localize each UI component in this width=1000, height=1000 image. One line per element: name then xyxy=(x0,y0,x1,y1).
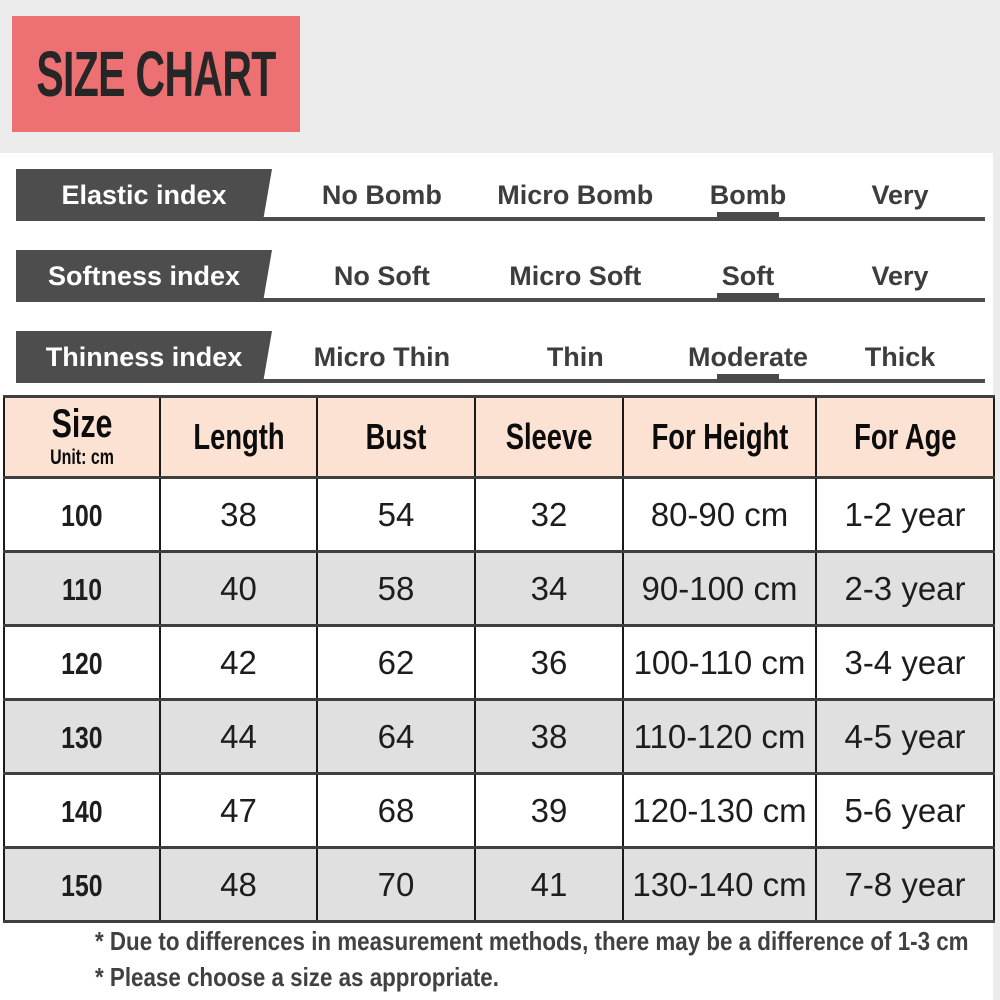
cell-length: 38 xyxy=(159,476,318,553)
header-bust-label: Bust xyxy=(365,416,427,457)
softness-option-soft-selected: Soft xyxy=(679,250,817,302)
table-row-100: 100 38 54 32 80-90 cm 1-2 year xyxy=(3,476,995,553)
cell-height: 120-130 cm xyxy=(622,772,817,849)
cell-sleeve: 34 xyxy=(474,550,624,627)
cell-age: 4-5 year xyxy=(815,698,995,775)
thinness-index-rule xyxy=(20,379,985,383)
thinness-option-moderate-label: Moderate xyxy=(688,341,809,372)
cell-length: 47 xyxy=(159,772,318,849)
size-chart-banner: SIZE CHART xyxy=(12,16,300,132)
softness-index-options: No Soft Micro Soft Soft Very xyxy=(292,250,983,302)
footnote-choose-size: * Please choose a size as appropriate. xyxy=(95,962,499,992)
thinness-option-micro-thin: Micro Thin xyxy=(313,341,451,372)
cell-size: 130 xyxy=(3,698,161,775)
cell-height: 100-110 cm xyxy=(622,624,817,701)
elastic-index-rule xyxy=(20,217,985,221)
cell-sleeve: 39 xyxy=(474,772,624,849)
cell-length: 40 xyxy=(159,550,318,627)
cell-length: 42 xyxy=(159,624,318,701)
header-for-height: For Height xyxy=(622,395,817,479)
cell-age: 7-8 year xyxy=(815,846,995,923)
cell-size: 150 xyxy=(3,846,161,923)
size-table-header-row: Size Unit: cm Length Bust Sleeve For Hei… xyxy=(3,395,995,479)
cell-length: 44 xyxy=(159,698,318,775)
softness-option-no-soft: No Soft xyxy=(333,260,430,291)
table-row-150: 150 48 70 41 130-140 cm 7-8 year xyxy=(3,846,995,923)
cell-bust: 62 xyxy=(316,624,476,701)
cell-size: 110 xyxy=(3,550,161,627)
softness-option-very: Very xyxy=(871,260,929,291)
footnote-measurement-difference: * Due to differences in measurement meth… xyxy=(95,926,969,956)
elastic-option-micro-bomb: Micro Bomb xyxy=(497,179,654,210)
header-sleeve-label: Sleeve xyxy=(505,416,593,457)
cell-size: 140 xyxy=(3,772,161,849)
page-title: SIZE CHART xyxy=(36,38,276,110)
softness-index-row: Softness index No Soft Micro Soft Soft V… xyxy=(0,250,993,302)
elastic-index-options: No Bomb Micro Bomb Bomb Very xyxy=(292,169,983,221)
softness-selected-underline xyxy=(717,293,780,302)
cell-sleeve: 32 xyxy=(474,476,624,553)
softness-index-rule xyxy=(20,298,985,302)
cell-bust: 70 xyxy=(316,846,476,923)
table-row-130: 130 44 64 38 110-120 cm 4-5 year xyxy=(3,698,995,775)
table-row-140: 140 47 68 39 120-130 cm 5-6 year xyxy=(3,772,995,849)
thinness-index-options: Micro Thin Thin Moderate Thick xyxy=(292,331,983,383)
cell-length: 48 xyxy=(159,846,318,923)
cell-age: 1-2 year xyxy=(815,476,995,553)
cell-age: 3-4 year xyxy=(815,624,995,701)
header-size: Size Unit: cm xyxy=(3,395,161,479)
cell-sleeve: 41 xyxy=(474,846,624,923)
thinness-index-row: Thinness index Micro Thin Thin Moderate … xyxy=(0,331,993,383)
thinness-selected-underline xyxy=(717,374,780,383)
table-row-120: 120 42 62 36 100-110 cm 3-4 year xyxy=(3,624,995,701)
header-for-height-label: For Height xyxy=(651,416,788,457)
thinness-option-moderate-selected: Moderate xyxy=(679,331,817,383)
header-size-unit: Unit: cm xyxy=(50,446,114,469)
elastic-index-label: Elastic index xyxy=(16,169,272,221)
elastic-option-very: Very xyxy=(871,179,929,210)
cell-height: 80-90 cm xyxy=(622,476,817,553)
size-table: Size Unit: cm Length Bust Sleeve For Hei… xyxy=(3,395,995,923)
elastic-option-no-bomb: No Bomb xyxy=(321,179,442,210)
header-length-label: Length xyxy=(192,416,285,457)
elastic-option-bomb-label: Bomb xyxy=(709,179,787,210)
cell-size: 120 xyxy=(3,624,161,701)
cell-height: 130-140 cm xyxy=(622,846,817,923)
cell-height: 90-100 cm xyxy=(622,550,817,627)
thinness-option-thin: Thin xyxy=(546,341,604,372)
table-row-110: 110 40 58 34 90-100 cm 2-3 year xyxy=(3,550,995,627)
header-bust: Bust xyxy=(316,395,476,479)
header-length: Length xyxy=(159,395,318,479)
elastic-selected-underline xyxy=(717,212,780,221)
softness-option-micro-soft: Micro Soft xyxy=(509,260,642,291)
softness-index-label: Softness index xyxy=(16,250,272,302)
header-for-age-label: For Age xyxy=(853,416,957,457)
thinness-option-thick: Thick xyxy=(864,341,936,372)
thinness-index-label: Thinness index xyxy=(16,331,272,383)
cell-sleeve: 38 xyxy=(474,698,624,775)
elastic-index-row: Elastic index No Bomb Micro Bomb Bomb Ve… xyxy=(0,169,993,221)
cell-bust: 54 xyxy=(316,476,476,553)
cell-bust: 64 xyxy=(316,698,476,775)
cell-sleeve: 36 xyxy=(474,624,624,701)
cell-bust: 58 xyxy=(316,550,476,627)
cell-bust: 68 xyxy=(316,772,476,849)
cell-age: 2-3 year xyxy=(815,550,995,627)
elastic-option-bomb-selected: Bomb xyxy=(679,169,817,221)
header-sleeve: Sleeve xyxy=(474,395,624,479)
header-size-label: Size xyxy=(51,402,113,446)
cell-age: 5-6 year xyxy=(815,772,995,849)
cell-size: 100 xyxy=(3,476,161,553)
softness-option-soft-label: Soft xyxy=(721,260,775,291)
cell-height: 110-120 cm xyxy=(622,698,817,775)
header-for-age: For Age xyxy=(815,395,995,479)
